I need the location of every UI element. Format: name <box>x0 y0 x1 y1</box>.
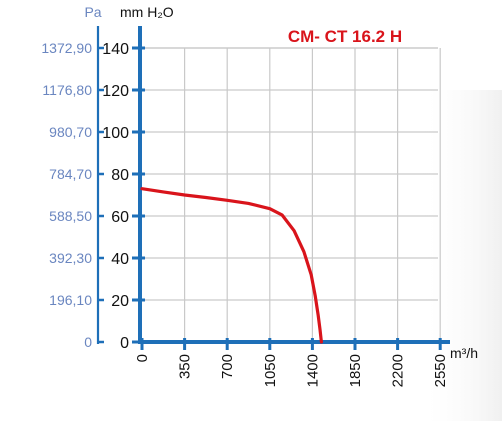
y-tick-label-20: 20 <box>111 293 129 310</box>
pa-tick-label-5: 980,70 <box>49 124 92 140</box>
x-tick-label-1050: 1050 <box>262 354 279 387</box>
pa-tick-label-1: 196,10 <box>49 292 92 308</box>
x-tick-label-1850: 1850 <box>347 354 364 387</box>
grid <box>140 47 441 342</box>
x-tick-label-0: 0 <box>134 354 151 362</box>
y-tick-label-140: 140 <box>102 41 129 58</box>
x-tick-label-350: 350 <box>177 354 194 379</box>
x-tick-label-1400: 1400 <box>304 354 321 387</box>
y-tick-label-0: 0 <box>120 335 129 352</box>
y-tick-label-120: 120 <box>102 83 129 100</box>
y-tick-label-100: 100 <box>102 125 129 142</box>
y-tick-label-60: 60 <box>111 209 129 226</box>
mm-unit-label: mm H₂O <box>120 4 174 20</box>
pa-tick-label-4: 784,70 <box>49 166 92 182</box>
pa-tick-label-0: 0 <box>84 334 92 350</box>
pa-unit-label: Pa <box>84 4 101 20</box>
x-tick-label-2550: 2550 <box>432 354 449 387</box>
pa-tick-label-3: 588,50 <box>49 208 92 224</box>
background-shade <box>420 90 502 421</box>
ticks: 0020196,1040392,3060588,5080784,70100980… <box>41 40 449 387</box>
y-tick-label-80: 80 <box>111 167 129 184</box>
pa-tick-label-7: 1372,90 <box>41 40 92 56</box>
pa-tick-label-6: 1176,80 <box>42 82 92 98</box>
series-line-0 <box>140 187 323 344</box>
pa-tick-label-2: 392,30 <box>49 250 92 266</box>
x-unit-label: m³/h <box>450 345 478 361</box>
chart-title: CM- CT 16.2 H <box>288 27 402 46</box>
y-tick-label-40: 40 <box>111 251 129 268</box>
series-layer <box>140 187 323 344</box>
x-tick-label-2200: 2200 <box>390 354 407 387</box>
x-tick-label-700: 700 <box>219 354 236 379</box>
